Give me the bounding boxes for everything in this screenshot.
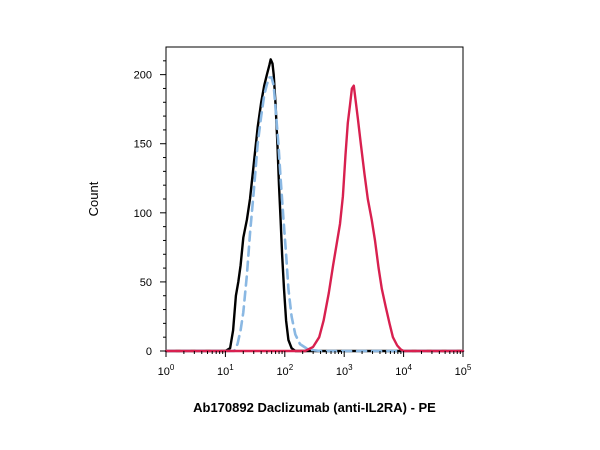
x-tick-label: 105 xyxy=(455,363,472,378)
x-tick-label: 101 xyxy=(217,363,234,378)
plot-border xyxy=(165,46,464,352)
y-tick-label: 200 xyxy=(134,70,152,82)
plot-area xyxy=(165,46,464,352)
series-line-3 xyxy=(164,84,465,353)
y-tick-label: 150 xyxy=(134,139,152,151)
y-tick-label: 100 xyxy=(134,208,152,220)
y-tick-label: 50 xyxy=(140,277,152,289)
x-axis: 100 101 102 103 104 105 xyxy=(158,351,472,378)
series-line-1 xyxy=(164,58,465,353)
x-tick-label: 103 xyxy=(336,363,353,378)
x-tick-label: 100 xyxy=(158,363,175,378)
x-tick-label: 104 xyxy=(395,363,412,378)
series-line-2 xyxy=(164,76,465,353)
y-axis: 0 50 100 150 200 xyxy=(134,60,166,358)
y-tick-label: 0 xyxy=(146,346,152,358)
x-tick-label: 102 xyxy=(276,363,293,378)
y-axis-title: Count xyxy=(86,181,101,216)
series-layer xyxy=(164,58,465,353)
x-axis-title: Ab170892 Daclizumab (anti-IL2RA) - PE xyxy=(193,400,436,415)
